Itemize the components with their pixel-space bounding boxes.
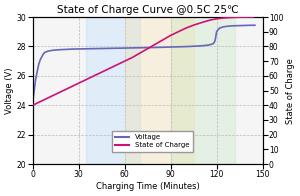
Bar <box>86 17 140 164</box>
Y-axis label: State of Charge: State of Charge <box>286 58 295 123</box>
Bar <box>171 17 235 164</box>
Title: State of Charge Curve @0.5C 25℃: State of Charge Curve @0.5C 25℃ <box>57 5 239 15</box>
X-axis label: Charging Time (Minutes): Charging Time (Minutes) <box>96 182 200 191</box>
Y-axis label: Voltage (V): Voltage (V) <box>5 67 14 114</box>
Legend: Voltage, State of Charge: Voltage, State of Charge <box>112 131 193 152</box>
Bar <box>124 17 194 164</box>
